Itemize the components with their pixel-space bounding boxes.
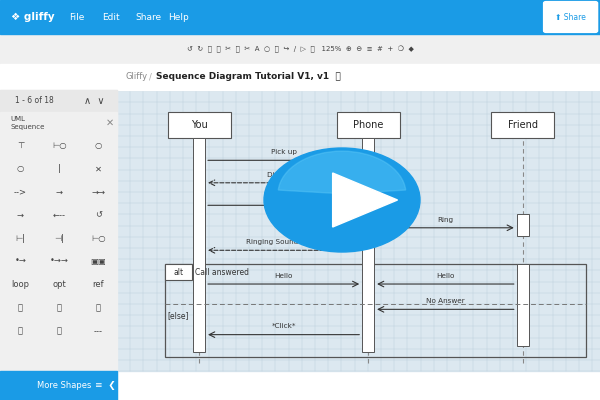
Text: Edit: Edit — [102, 12, 119, 22]
Text: ○: ○ — [17, 164, 24, 173]
Text: ↺  ↻  ⬜  ⬜  ✂  ⬜  ✂  A  ○  ⬜  ↪  /  ▷  ✋   125%  ⊕  ⊖  ≡  #  +  ❍  ◆: ↺ ↻ ⬜ ⬜ ✂ ⬜ ✂ A ○ ⬜ ↪ / ▷ ✋ 125% ⊕ ⊖ ≡ #… — [187, 46, 413, 52]
Bar — [166, 264, 192, 280]
Text: ○: ○ — [95, 141, 102, 150]
Text: •→: •→ — [14, 257, 26, 266]
Text: Share: Share — [135, 12, 161, 22]
Text: [else]: [else] — [167, 311, 188, 320]
Text: Dial Tone: Dial Tone — [267, 172, 300, 178]
Text: Dial: Dial — [277, 194, 290, 200]
Text: Hello: Hello — [436, 273, 455, 279]
Bar — [166, 264, 586, 357]
Bar — [0, 64, 600, 90]
Text: ⊢|: ⊢| — [16, 234, 25, 243]
Wedge shape — [278, 151, 406, 194]
Bar — [0, 34, 600, 64]
Text: ⌒: ⌒ — [96, 304, 101, 312]
Text: ↺: ↺ — [95, 211, 102, 220]
Text: ⊣|: ⊣| — [55, 234, 64, 243]
Bar — [0, 90, 117, 400]
Text: Phone: Phone — [353, 120, 383, 130]
Text: 1 - 6 of 18: 1 - 6 of 18 — [15, 96, 54, 106]
Text: →: → — [56, 188, 63, 196]
Text: ⬆ Share: ⬆ Share — [555, 12, 586, 22]
Bar — [0, 112, 117, 134]
Text: →: → — [17, 211, 24, 220]
Bar — [362, 138, 374, 352]
Text: Sequence Diagram Tutorial V1, v1  🔒: Sequence Diagram Tutorial V1, v1 🔒 — [156, 72, 341, 82]
Text: |: | — [58, 164, 61, 173]
Bar — [517, 214, 529, 236]
Bar — [117, 90, 600, 371]
Text: *Click*: *Click* — [271, 324, 296, 330]
Bar — [517, 264, 529, 346]
Text: ref: ref — [92, 280, 104, 289]
Text: ⬜: ⬜ — [18, 304, 23, 312]
Text: You: You — [191, 120, 208, 130]
Circle shape — [264, 148, 420, 252]
Text: File: File — [69, 12, 85, 22]
Text: Hello: Hello — [274, 273, 293, 279]
Text: ✕: ✕ — [106, 118, 115, 128]
Text: Help: Help — [168, 12, 189, 22]
Text: loop: loop — [11, 280, 29, 289]
Text: ⊢○: ⊢○ — [52, 141, 67, 150]
Text: ---: --- — [94, 327, 103, 336]
Text: ∧  ∨: ∧ ∨ — [84, 96, 104, 106]
Text: UML
Sequence: UML Sequence — [11, 116, 45, 130]
Text: ⊢○: ⊢○ — [91, 234, 106, 243]
Bar — [168, 112, 230, 138]
Bar — [0, 371, 117, 400]
Text: More Shapes: More Shapes — [37, 381, 92, 390]
Text: opt: opt — [53, 280, 66, 289]
Text: No Answer: No Answer — [426, 298, 465, 304]
Text: Ringing Sound Effect: Ringing Sound Effect — [246, 239, 322, 245]
Text: Ring: Ring — [437, 216, 454, 222]
Text: alt: alt — [173, 268, 184, 276]
Text: ≡  ❮: ≡ ❮ — [95, 381, 116, 390]
Bar — [337, 112, 400, 138]
Text: ⊤: ⊤ — [17, 141, 24, 150]
Text: /: / — [149, 72, 152, 82]
Text: ←--: ←-- — [53, 211, 66, 220]
Bar — [193, 138, 205, 352]
Text: -->: --> — [14, 188, 27, 196]
Text: ▣▣: ▣▣ — [91, 257, 106, 266]
Bar — [0, 0, 600, 34]
Text: ❖ gliffy: ❖ gliffy — [11, 12, 55, 22]
Text: •→→: •→→ — [50, 257, 69, 266]
Text: Pick up: Pick up — [271, 149, 296, 155]
Text: ⬜: ⬜ — [57, 327, 62, 336]
Text: Call answered: Call answered — [195, 268, 249, 276]
Polygon shape — [332, 173, 398, 227]
Bar — [0, 90, 117, 112]
Text: ✕: ✕ — [95, 164, 102, 173]
Text: Gliffy: Gliffy — [126, 72, 148, 82]
Text: ⬜: ⬜ — [18, 327, 23, 336]
FancyBboxPatch shape — [544, 2, 598, 32]
Text: Friend: Friend — [508, 120, 538, 130]
Text: →→: →→ — [91, 188, 106, 196]
Text: 🚶: 🚶 — [57, 304, 62, 312]
Bar — [491, 112, 554, 138]
